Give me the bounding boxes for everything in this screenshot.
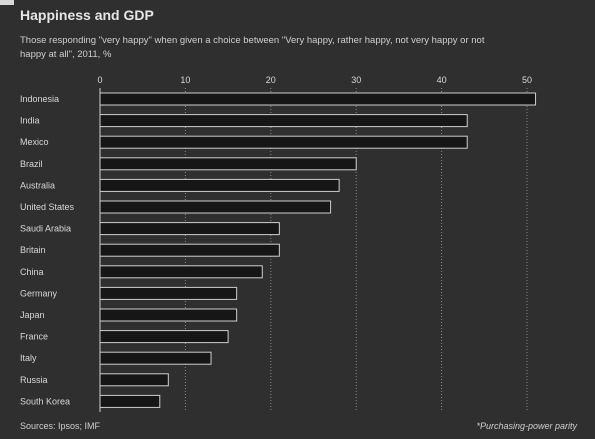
bar	[99, 92, 537, 106]
chart-subtitle: Those responding "very happy" when given…	[20, 35, 485, 60]
x-tick-label: 50	[522, 75, 532, 85]
category-label: India	[20, 116, 40, 126]
bar	[99, 178, 340, 192]
category-label: Germany	[20, 288, 58, 298]
x-tick-label: 40	[437, 75, 447, 85]
bar	[99, 308, 238, 322]
category-label: Indonesia	[20, 94, 59, 104]
category-label: France	[20, 332, 48, 342]
category-label: South Korea	[20, 396, 70, 406]
bar	[99, 351, 212, 365]
bar	[99, 200, 332, 214]
bar	[99, 286, 238, 300]
category-label: United States	[20, 202, 75, 212]
category-label: Japan	[20, 310, 45, 320]
x-tick-label: 20	[266, 75, 276, 85]
category-label: Mexico	[20, 137, 49, 147]
category-label: Australia	[20, 180, 55, 190]
x-tick-label: 10	[180, 75, 190, 85]
bar	[99, 222, 280, 236]
chart-source: Sources: Ipsos; IMF	[20, 421, 101, 431]
chart-title: Happiness and GDP	[20, 7, 154, 23]
category-label: Russia	[20, 375, 48, 385]
category-label: Italy	[20, 353, 37, 363]
bar	[99, 394, 161, 408]
category-label: Brazil	[20, 159, 43, 169]
bar	[99, 114, 468, 128]
x-tick-label: 0	[97, 75, 102, 85]
bar	[99, 330, 229, 344]
category-label: Saudi Arabia	[20, 224, 71, 234]
bar	[99, 135, 468, 149]
bar	[99, 243, 280, 257]
bar	[99, 373, 169, 387]
bar	[99, 265, 263, 279]
bar	[99, 157, 357, 171]
category-label: Britain	[20, 245, 46, 255]
category-label: China	[20, 267, 44, 277]
top-accent-rule	[0, 0, 14, 5]
chart-footnote: *Purchasing-power parity	[476, 421, 577, 431]
x-tick-label: 30	[351, 75, 361, 85]
